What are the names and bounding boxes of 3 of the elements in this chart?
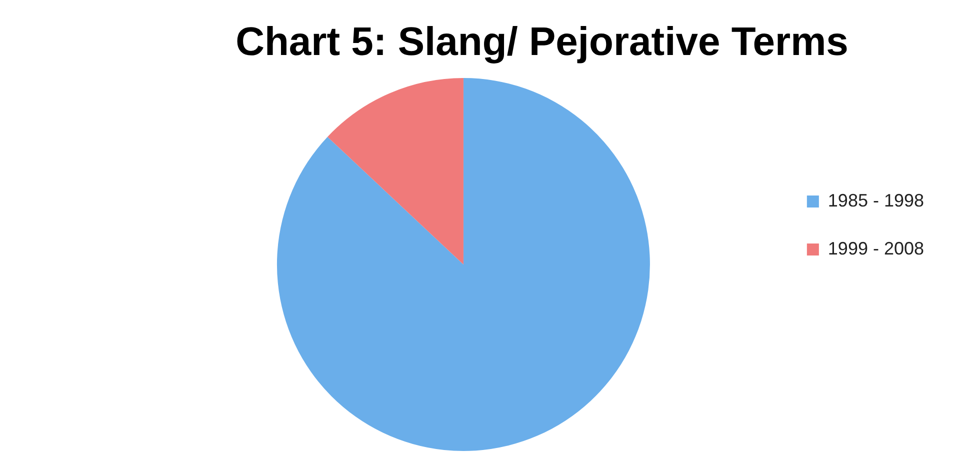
legend-label: 1999 - 2008 (828, 238, 924, 258)
legend-label: 1985 - 1998 (828, 190, 924, 210)
chart-title: Chart 5: Slang/ Pejorative Terms (236, 20, 848, 64)
